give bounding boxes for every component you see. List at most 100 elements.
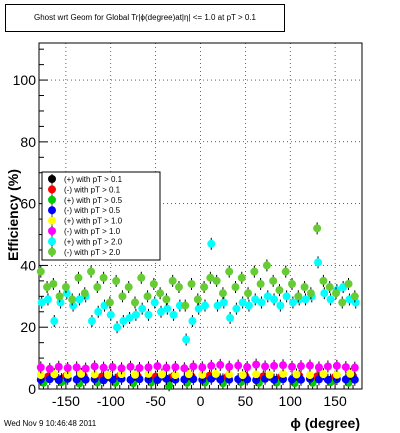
data-point	[216, 375, 225, 384]
data-point	[332, 361, 341, 370]
data-point	[74, 273, 83, 282]
legend-marker	[48, 227, 56, 235]
data-point	[320, 289, 329, 298]
data-point	[282, 292, 291, 301]
data-point	[157, 370, 166, 379]
data-point	[104, 371, 113, 380]
data-point	[314, 258, 323, 267]
data-point	[61, 283, 70, 292]
data-point	[49, 279, 58, 288]
y-tick-label: 0	[28, 381, 36, 397]
data-point	[55, 292, 64, 301]
y-tick-label: 40	[20, 257, 36, 273]
data-point	[238, 298, 247, 307]
data-point	[50, 317, 59, 326]
data-point	[338, 298, 347, 307]
data-point	[294, 292, 303, 301]
legend-marker	[48, 175, 56, 183]
data-point	[350, 292, 359, 301]
data-point	[126, 362, 135, 371]
data-point	[143, 292, 152, 301]
data-points	[36, 222, 360, 392]
data-point	[187, 279, 196, 288]
data-point	[207, 239, 216, 248]
data-point	[193, 295, 202, 304]
data-point	[281, 267, 290, 276]
data-point	[171, 363, 180, 372]
data-point	[319, 276, 328, 285]
data-point	[213, 301, 222, 310]
data-point	[45, 364, 54, 373]
data-point	[43, 295, 52, 304]
data-point	[117, 364, 126, 373]
data-point	[243, 363, 252, 372]
data-point	[105, 298, 114, 307]
data-point	[275, 286, 284, 295]
data-point	[325, 283, 334, 292]
data-point	[68, 295, 77, 304]
data-point	[232, 304, 241, 313]
data-point	[150, 298, 159, 307]
data-point	[63, 363, 72, 372]
x-tick-label: -100	[97, 393, 125, 409]
data-point	[270, 295, 279, 304]
legend-label: (+) with pT > 1.0	[64, 217, 123, 226]
legend-marker	[48, 216, 56, 225]
x-tick-label: 50	[238, 393, 254, 409]
x-tick-label: 150	[323, 393, 347, 409]
data-point	[72, 363, 81, 372]
data-point	[162, 295, 171, 304]
data-point	[305, 371, 314, 380]
data-point	[314, 363, 323, 372]
legend-label: (+) with pT > 2.0	[64, 237, 123, 246]
data-point	[153, 376, 162, 385]
data-point	[207, 361, 216, 370]
legend-marker	[48, 195, 56, 204]
data-point	[226, 313, 235, 322]
data-point	[168, 276, 177, 285]
data-point	[112, 276, 121, 285]
data-point	[296, 375, 305, 384]
data-point	[182, 335, 191, 344]
data-point	[250, 267, 259, 276]
y-axis-title: Efficiency (%)	[5, 169, 21, 261]
data-point	[36, 363, 45, 372]
data-point	[225, 370, 234, 379]
data-point	[131, 298, 140, 307]
data-point	[326, 295, 335, 304]
data-point	[218, 289, 227, 298]
data-point	[288, 362, 297, 371]
data-point	[119, 317, 128, 326]
data-point	[144, 310, 153, 319]
x-tick-label: -150	[52, 393, 80, 409]
legend-label: (-) with pT > 2.0	[64, 248, 121, 257]
data-point	[131, 310, 140, 319]
data-point	[252, 370, 261, 379]
data-point	[181, 301, 190, 310]
y-tick-label: 80	[20, 134, 36, 150]
data-point	[331, 289, 340, 298]
data-point	[346, 369, 355, 378]
data-point	[118, 292, 127, 301]
data-point	[135, 363, 144, 372]
data-point	[72, 375, 81, 384]
data-point	[174, 283, 183, 292]
data-point	[124, 283, 133, 292]
data-point	[36, 267, 45, 276]
data-point	[94, 307, 103, 316]
y-tick-label: 60	[20, 196, 36, 212]
data-point	[99, 376, 108, 385]
legend-label: (+) with pT > 0.1	[64, 175, 123, 184]
data-point	[180, 375, 189, 384]
data-point	[305, 361, 314, 370]
data-point	[237, 273, 246, 282]
data-point	[169, 310, 178, 319]
legend: (+) with pT > 0.1(-) with pT > 0.1 (+) wi…	[41, 171, 161, 261]
data-point	[144, 369, 153, 378]
data-point	[69, 301, 78, 310]
data-point	[212, 276, 221, 285]
data-point	[106, 310, 115, 319]
data-point	[90, 370, 99, 379]
legend-label: (-) with pT > 1.0	[64, 227, 121, 236]
